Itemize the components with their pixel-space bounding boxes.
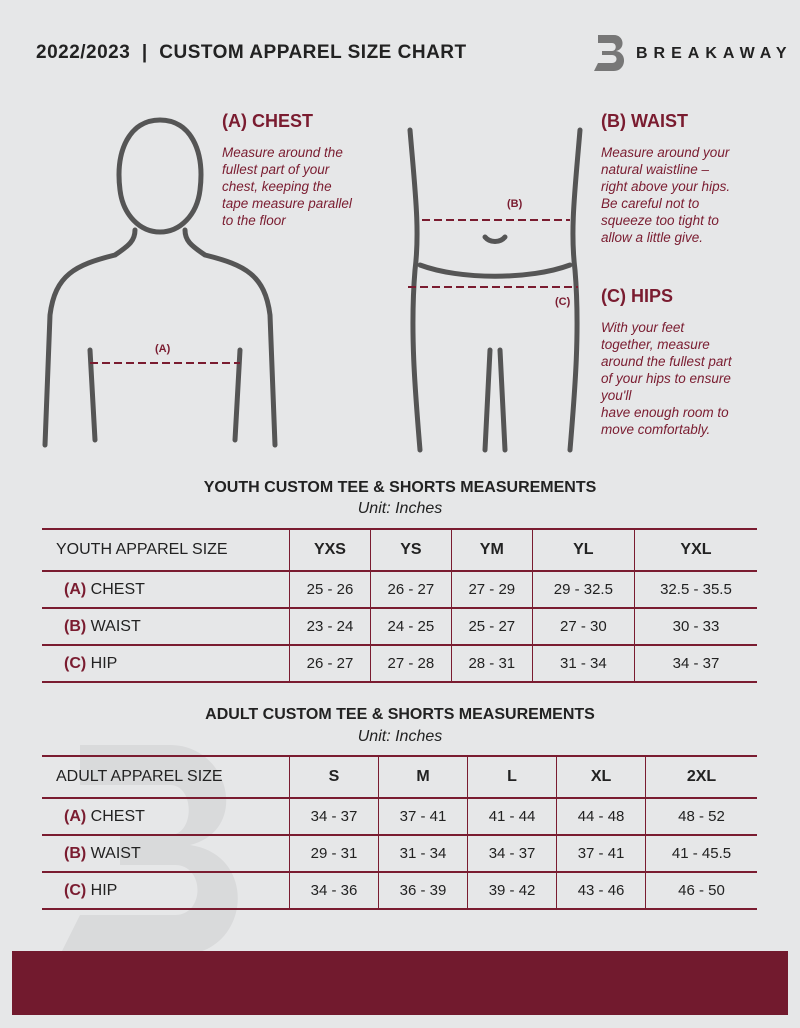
table-cell: 27 - 28 [369, 644, 452, 683]
hips-heading: (C) HIPS [601, 286, 673, 306]
table-cell: 34 - 36 [288, 871, 379, 910]
chest-heading: (A) CHEST [222, 111, 313, 131]
youth-size-table: YOUTH APPAREL SIZE YXS YS YM YL YXL (A) CHEST 2… [42, 528, 757, 683]
table-cell: 32.5 - 35.5 [633, 570, 757, 609]
table-cell: 29 - 31 [288, 834, 379, 873]
waist-description: Measure around your natural waistline – ri… [601, 145, 731, 245]
row-name: HIP [90, 881, 118, 899]
youth-unit: Unit: Inches [357, 500, 443, 517]
table-cell: 24 - 25 [369, 607, 452, 646]
row-letter: (C) [64, 654, 87, 672]
row-name: WAIST [90, 617, 141, 635]
header-label: ADULT APPAREL SIZE [42, 755, 290, 799]
youth-section-title: YOUTH CUSTOM TEE & SHORTS MEASUREMENTS [203, 479, 597, 496]
row-letter: (A) [64, 580, 87, 598]
adult-unit: Unit: Inches [357, 728, 443, 745]
table-cell: 34 - 37 [633, 644, 757, 683]
size-header: 2XL [645, 755, 757, 799]
size-header: L [467, 755, 557, 799]
table-cell: 41 - 45.5 [645, 834, 757, 873]
table-row: (B) WAIST 29 - 31 31 - 34 34 - 37 37 - 41 41 … [42, 834, 757, 873]
row-label: (C) HIP [42, 644, 290, 683]
hips-marker: (C) [555, 296, 571, 308]
adult-section-title: ADULT CUSTOM TEE & SHORTS MEASUREMENTS [205, 706, 595, 723]
table-cell: 27 - 29 [450, 570, 533, 609]
size-header: S [288, 755, 379, 799]
row-label: (B) WAIST [42, 834, 290, 873]
brand-name: BREAKAWAY [636, 45, 793, 62]
adult-size-table: ADULT APPAREL SIZE S M L XL 2XL (A) CHEST 34 - … [42, 755, 757, 910]
row-letter: (B) [64, 844, 87, 862]
table-cell: 43 - 46 [556, 871, 646, 910]
size-header: XL [556, 755, 646, 799]
table-cell: 28 - 31 [450, 644, 533, 683]
table-cell: 29 - 32.5 [531, 570, 635, 609]
table-cell: 27 - 30 [531, 607, 635, 646]
table-cell: 25 - 27 [450, 607, 533, 646]
table-cell: 30 - 33 [633, 607, 757, 646]
table-cell: 36 - 39 [378, 871, 468, 910]
waist-heading: (B) WAIST [601, 111, 688, 131]
table-cell: 37 - 41 [378, 797, 468, 836]
footer-bar [12, 951, 788, 1015]
size-header: YXS [289, 528, 371, 572]
table-cell: 41 - 44 [467, 797, 557, 836]
row-label: (B) WAIST [42, 607, 290, 646]
chest-marker: (A) [155, 343, 171, 355]
size-header: YS [369, 528, 452, 572]
table-cell: 31 - 34 [531, 644, 635, 683]
table-header-row: YOUTH APPAREL SIZE YXS YS YM YL YXL [42, 528, 757, 572]
chest-description: Measure around the fullest part of your ch… [222, 145, 352, 228]
hips-description: With your feet together, measure around th… [601, 320, 732, 437]
table-cell: 48 - 52 [645, 797, 757, 836]
table-cell: 26 - 27 [289, 644, 371, 683]
table-row: (B) WAIST 23 - 24 24 - 25 25 - 27 27 - 30 30 … [42, 607, 757, 646]
table-cell: 46 - 50 [645, 871, 757, 910]
table-cell: 37 - 41 [556, 834, 646, 873]
row-label: (A) CHEST [42, 570, 290, 609]
row-label: (A) CHEST [42, 797, 290, 836]
page-title: 2022/2023 | CUSTOM APPAREL SIZE CHART [36, 42, 467, 63]
size-header: YL [531, 528, 635, 572]
row-name: HIP [90, 654, 118, 672]
table-row: (C) HIP 34 - 36 36 - 39 39 - 42 43 - 46 46 - … [42, 871, 757, 910]
size-header: M [378, 755, 468, 799]
breakaway-logo-icon [594, 35, 625, 71]
table-cell: 23 - 24 [289, 607, 371, 646]
header-label: YOUTH APPAREL SIZE [42, 528, 290, 572]
table-cell: 26 - 27 [369, 570, 452, 609]
table-cell: 25 - 26 [289, 570, 371, 609]
table-header-row: ADULT APPAREL SIZE S M L XL 2XL [42, 755, 757, 799]
table-row: (A) CHEST 25 - 26 26 - 27 27 - 29 29 - 32.5 3… [42, 570, 757, 609]
table-cell: 44 - 48 [556, 797, 646, 836]
upper-body-illustration [42, 117, 278, 448]
row-name: CHEST [90, 580, 145, 598]
row-letter: (C) [64, 881, 87, 899]
table-row: (A) CHEST 34 - 37 37 - 41 41 - 44 44 - 48 48 … [42, 797, 757, 836]
table-cell: 39 - 42 [467, 871, 557, 910]
table-cell: 34 - 37 [467, 834, 557, 873]
lower-body-illustration [407, 127, 583, 453]
size-header: YM [450, 528, 533, 572]
table-cell: 31 - 34 [378, 834, 468, 873]
row-name: WAIST [90, 844, 141, 862]
row-letter: (B) [64, 617, 87, 635]
row-letter: (A) [64, 807, 87, 825]
row-name: CHEST [90, 807, 145, 825]
waist-marker: (B) [507, 198, 523, 210]
size-header: YXL [633, 528, 757, 572]
table-cell: 34 - 37 [288, 797, 379, 836]
table-row: (C) HIP 26 - 27 27 - 28 28 - 31 31 - 34 34 - … [42, 644, 757, 683]
row-label: (C) HIP [42, 871, 290, 910]
